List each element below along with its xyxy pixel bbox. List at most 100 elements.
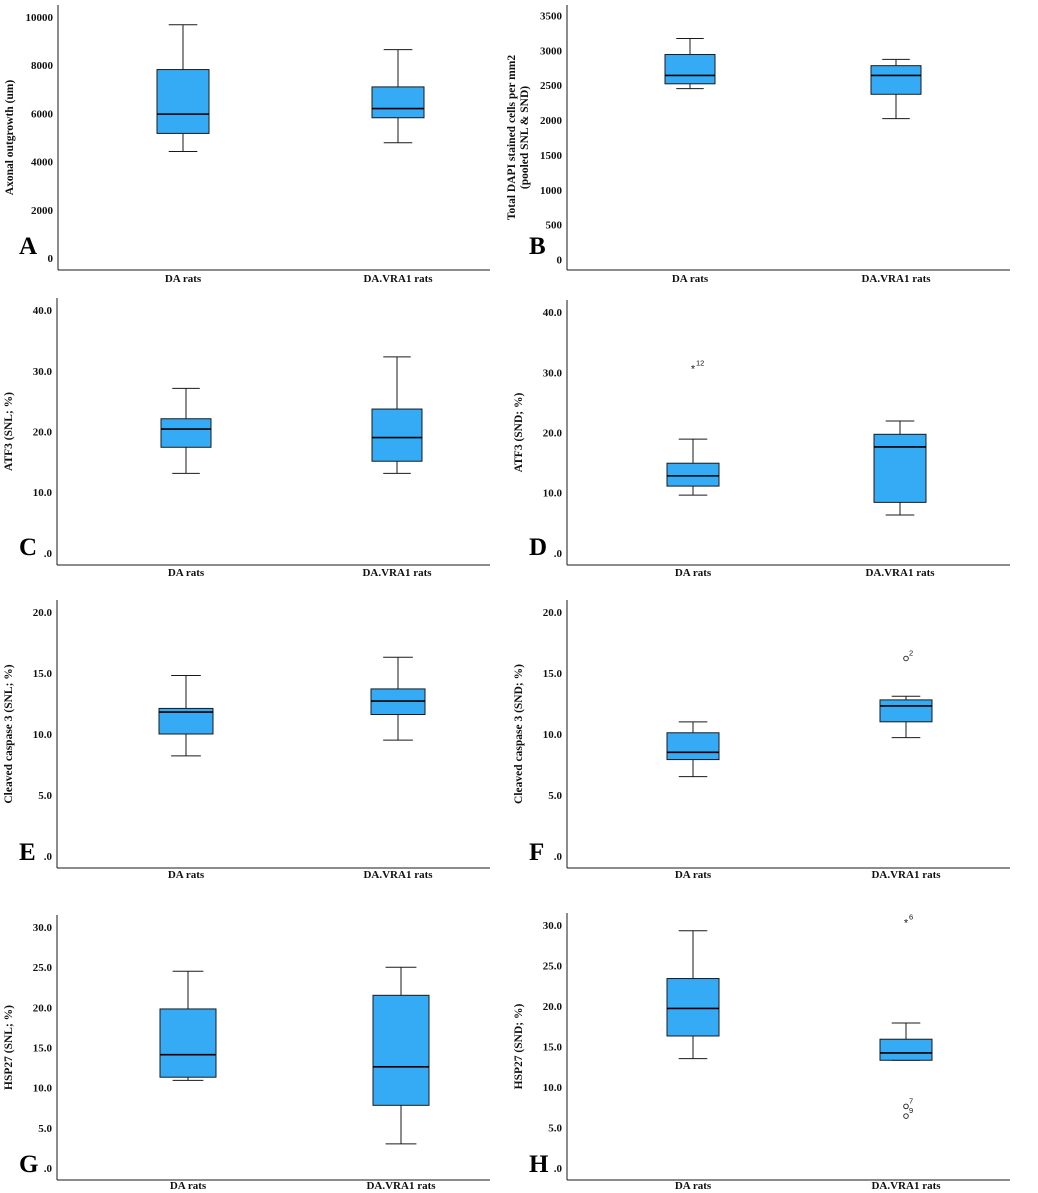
iqr-box (156, 69, 210, 134)
y-tick-label: 8000 (31, 60, 54, 72)
y-tick-label: 0 (557, 255, 563, 267)
outlier-point (903, 1103, 909, 1110)
y-axis-title: Cleaved caspase 3 (SNL; %) (3, 664, 15, 803)
y-tick-label: 6000 (31, 108, 54, 120)
y-tick-label: .0 (44, 1163, 53, 1175)
boxplot-da-rats (158, 675, 214, 757)
iqr-box (160, 418, 212, 448)
outlier-label: 6 (909, 913, 913, 922)
y-tick-label: 500 (546, 220, 563, 232)
outlier-label: 9 (909, 1106, 913, 1115)
x-category-label: DA rats (672, 273, 709, 285)
y-tick-label: 15.0 (543, 1042, 563, 1054)
y-tick-label: 2000 (540, 115, 563, 127)
panel-a: 0 2000 4000 6000 8000 10000 Axonal outgrowth (… (4, 5, 490, 285)
x-category-label: DA rats (168, 869, 205, 881)
y-tick-label: 40.0 (33, 305, 53, 317)
x-category-label: DA rats (675, 1180, 712, 1192)
x-category-label: DA.VRA1 rats (861, 273, 931, 285)
x-category-label: DA.VRA1 rats (362, 567, 432, 579)
y-axis-title: HSP27 (SND; %) (513, 1004, 525, 1090)
y-tick-label: .0 (44, 548, 53, 560)
x-category-label: DA rats (165, 273, 202, 285)
panel-g: .0 5.0 10.0 15.0 20.0 25.0 30.0 HSP27 (SNL; %) G… (3, 915, 490, 1192)
outlier-label: 7 (909, 1096, 913, 1105)
y-tick-label: 10.0 (33, 487, 53, 499)
x-category-label: DA.VRA1 rats (363, 869, 433, 881)
x-category-label: DA rats (168, 567, 205, 579)
iqr-box (372, 994, 430, 1106)
panel-letter: E (19, 839, 36, 866)
y-axis-title: Axonal outgrowth (um) (4, 80, 16, 196)
y-tick-label: 4000 (31, 157, 54, 169)
y-tick-label: 10.0 (33, 1083, 53, 1095)
x-category-label: DA.VRA1 rats (865, 567, 935, 579)
panel-letter: C (19, 534, 37, 561)
extreme-outlier-point: * (904, 918, 909, 930)
iqr-box (879, 699, 933, 723)
extreme-outlier-point: * (691, 364, 696, 376)
y-tick-label: 10.0 (543, 729, 563, 741)
y-tick-label: 20.0 (33, 427, 53, 439)
y-tick-label: 1500 (540, 150, 563, 162)
x-category-label: DA.VRA1 rats (363, 273, 433, 285)
boxplot-da-rats (159, 970, 217, 1081)
boxplot-da-rats (160, 387, 212, 474)
y-tick-label: 10.0 (543, 1082, 563, 1094)
y-tick-label: 20.0 (543, 607, 563, 619)
boxplot-da-vra1-rats (372, 966, 430, 1145)
y-axis-title: ATF3 (SNL; %) (3, 392, 15, 471)
boxplot-da-vra1-rats (371, 356, 423, 474)
y-tick-label: 1000 (540, 185, 563, 197)
boxplot-da-vra1-rats: *6 79 (879, 913, 933, 1119)
iqr-box (159, 1008, 217, 1078)
x-category-label: DA rats (675, 567, 712, 579)
x-category-label: DA rats (675, 869, 712, 881)
iqr-box (666, 732, 720, 761)
y-tick-label: 15.0 (33, 1043, 53, 1055)
y-tick-label: .0 (554, 851, 563, 863)
x-category-label: DA.VRA1 rats (366, 1180, 436, 1192)
y-tick-label: 10000 (26, 12, 54, 24)
y-tick-label: 20.0 (543, 428, 563, 440)
y-tick-label: .0 (44, 851, 53, 863)
boxplot-da-rats (156, 24, 210, 152)
x-category-label: DA rats (170, 1180, 207, 1192)
boxplot-da-vra1-rats (870, 58, 922, 120)
outlier-point (903, 655, 909, 662)
y-tick-label: 2500 (540, 80, 563, 92)
y-tick-label: 30.0 (543, 920, 563, 932)
iqr-box (666, 978, 720, 1037)
iqr-box (666, 462, 720, 487)
y-tick-label: 40.0 (543, 307, 563, 319)
panel-letter: H (529, 1151, 549, 1178)
panel-e: .0 5.0 10.0 15.0 20.0 Cleaved caspase 3 (SNL;… (3, 600, 490, 881)
y-tick-label: 5.0 (38, 1123, 52, 1135)
y-tick-label: 5.0 (38, 790, 52, 802)
y-tick-label: 30.0 (33, 366, 53, 378)
y-axis-title: HSP27 (SNL; %) (3, 1005, 15, 1090)
outlier-label: 12 (696, 359, 704, 368)
outlier-point (903, 1113, 909, 1119)
panel-h: .0 5.0 10.0 15.0 20.0 25.0 30.0 HSP27 (SND; %) H… (513, 913, 1010, 1192)
x-category-label: DA.VRA1 rats (871, 1180, 941, 1192)
iqr-box (371, 86, 425, 119)
boxplot-da-vra1-rats: 2 (879, 648, 933, 739)
y-tick-label: 25.0 (543, 961, 563, 973)
panel-c: .0 10.0 20.0 30.0 40.0 ATF3 (SNL; %) C DA rats D… (3, 298, 490, 579)
y-axis-title: Cleaved caspase 3 (SND; %) (513, 664, 525, 804)
panel-letter: D (529, 534, 547, 561)
boxplot-da-vra1-rats (371, 49, 425, 144)
panel-d: .0 10.0 20.0 30.0 40.0 ATF3 (SND; %) D DA rats D… (513, 300, 1010, 579)
y-tick-label: 20.0 (543, 1001, 563, 1013)
outlier-label: 2 (909, 648, 913, 657)
iqr-box (873, 433, 927, 503)
y-tick-label: .0 (554, 548, 563, 560)
boxplot-da-rats: *12 (666, 359, 720, 496)
panel-f: .0 5.0 10.0 15.0 20.0 Cleaved caspase 3 (SND;… (513, 600, 1010, 881)
y-tick-label: 3500 (540, 10, 563, 22)
boxplot-da-rats (664, 37, 716, 90)
panel-b: 0 500 1000 1500 2000 2500 3000 3500 Total DAPI s… (506, 5, 1010, 285)
boxplot-da-vra1-rats (370, 656, 426, 741)
